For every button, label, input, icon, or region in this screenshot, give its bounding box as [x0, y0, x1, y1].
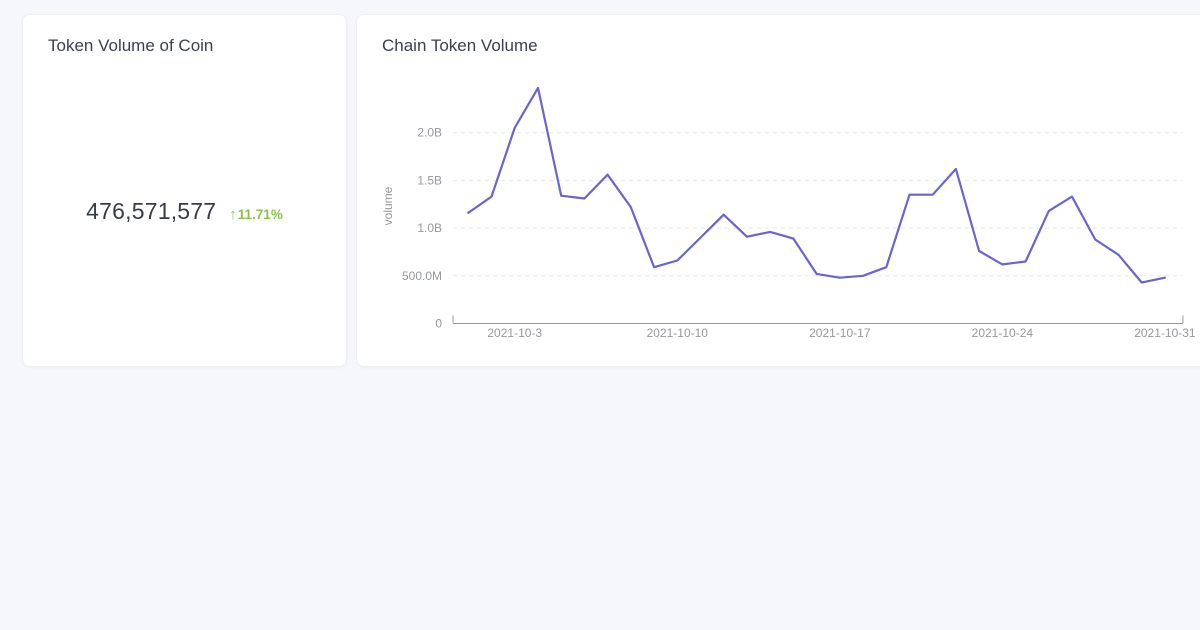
arrow-up-icon: ↑	[229, 205, 237, 223]
stat-body: 476,571,577 ↑ 11.71%	[23, 56, 346, 366]
stat-row: 476,571,577 ↑ 11.71%	[86, 198, 283, 225]
chart-canvas[interactable]: 0 500.0M 1.0B 1.5B 2.0B volume 2021-10-3 2021-1…	[357, 15, 1200, 368]
x-tick-label: 2021-10-17	[809, 326, 871, 340]
y-axis-title: volume	[381, 186, 395, 225]
stat-change-label: 11.71%	[237, 206, 283, 222]
y-tick-label: 500.0M	[402, 269, 442, 283]
x-tick-label: 2021-10-24	[972, 326, 1034, 340]
x-tick-label: 2021-10-31	[1134, 326, 1196, 340]
chart-card-title: Chain Token Volume	[382, 36, 538, 55]
y-tick-label: 0	[435, 317, 442, 331]
stat-value: 476,571,577	[86, 197, 217, 224]
y-tick-label: 2.0B	[417, 126, 442, 140]
x-tick-label: 2021-10-3	[487, 326, 542, 340]
x-tick-label: 2021-10-10	[647, 326, 709, 340]
stat-change-badge: ↑ 11.71%	[229, 206, 283, 223]
y-tick-label: 1.0B	[417, 221, 442, 235]
chart-card: Chain Token Volume 0 500.0M 1.0B 1.5B 2.0B vo…	[356, 14, 1200, 367]
y-tick-label: 1.5B	[417, 173, 442, 187]
stat-card-title: Token Volume of Coin	[48, 36, 214, 55]
series-line	[467, 86, 1167, 284]
stat-card: Token Volume of Coin 476,571,577 ↑ 11.71…	[22, 14, 347, 367]
